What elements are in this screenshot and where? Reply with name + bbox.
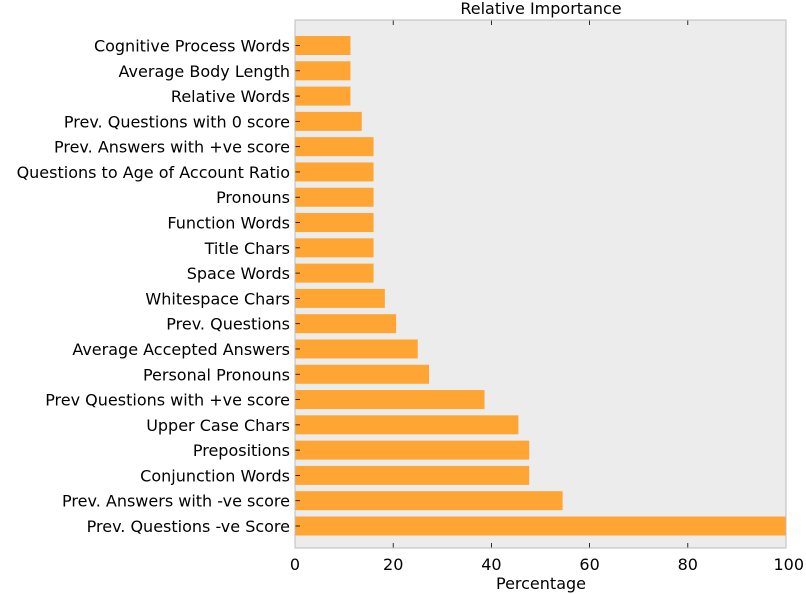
category-label-2: Relative Words: [171, 87, 290, 106]
x-tick-label-2: 40: [481, 555, 501, 574]
category-label-17: Conjunction Words: [140, 466, 290, 485]
category-labels: Cognitive Process Words Average Body Leng…: [17, 37, 290, 537]
category-label-8: Title Chars: [204, 239, 290, 258]
bar-10: [295, 288, 385, 308]
bar-18: [295, 491, 563, 511]
bar-4: [295, 137, 374, 157]
bar-6: [295, 187, 374, 207]
bar-8: [295, 238, 374, 258]
x-axis-label: Percentage: [496, 574, 586, 593]
category-label-9: Space Words: [187, 264, 290, 283]
category-label-7: Function Words: [167, 214, 290, 233]
bar-7: [295, 213, 374, 233]
chart-title: Relative Importance: [460, 0, 621, 18]
plot-frame: [294, 19, 787, 549]
bar-2: [295, 86, 351, 106]
bar-13: [295, 364, 430, 384]
bar-9: [295, 263, 374, 283]
category-label-13: Personal Pronouns: [143, 365, 290, 384]
bar-5: [295, 162, 374, 182]
category-label-14: Prev Questions with +ve score: [45, 391, 290, 410]
category-label-4: Prev. Answers with +ve score: [54, 138, 290, 157]
bar-17: [295, 465, 530, 485]
category-label-11: Prev. Questions: [166, 315, 290, 334]
bar-1: [295, 61, 351, 81]
category-label-0: Cognitive Process Words: [94, 37, 290, 56]
bar-3: [295, 111, 362, 131]
bar-14: [295, 390, 485, 410]
category-label-5: Questions to Age of Account Ratio: [17, 163, 290, 182]
x-tick-label-5: 100: [773, 555, 804, 574]
x-tick-label-3: 60: [579, 555, 599, 574]
bar-12: [295, 339, 418, 359]
category-label-15: Upper Case Chars: [146, 416, 290, 435]
bar-15: [295, 415, 519, 435]
bar-0: [295, 36, 351, 55]
plot-area: [295, 20, 786, 548]
bars-group: [295, 36, 786, 536]
category-label-16: Prepositions: [193, 441, 290, 460]
bar-16: [295, 440, 530, 460]
category-label-3: Prev. Questions with 0 score: [64, 112, 290, 131]
x-tick-label-4: 80: [678, 555, 698, 574]
x-tick-label-0: 0: [290, 555, 300, 574]
bar-11: [295, 314, 397, 334]
category-label-6: Pronouns: [216, 188, 290, 207]
x-tick-label-1: 20: [383, 555, 403, 574]
category-label-10: Whitespace Chars: [145, 289, 290, 308]
category-label-12: Average Accepted Answers: [72, 340, 290, 359]
bar-19: [295, 516, 786, 536]
category-label-18: Prev. Answers with -ve score: [62, 492, 290, 511]
category-label-1: Average Body Length: [119, 62, 290, 81]
category-label-19: Prev. Questions -ve Score: [87, 517, 290, 536]
